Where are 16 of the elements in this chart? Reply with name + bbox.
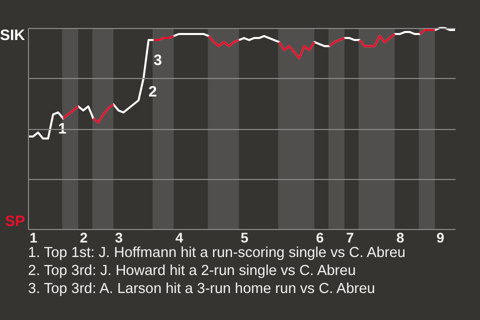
- x-tick-label: 9: [436, 230, 445, 246]
- text: 2. Top 3rd: J. Howard hit a 2-run single vs C. Abreu: [28, 262, 357, 280]
- x-tick-label: 7: [346, 230, 354, 246]
- x-tick-label: 6: [316, 230, 324, 246]
- text: SP: [4, 213, 25, 230]
- text: SIK: [0, 27, 26, 44]
- text: 1. Top 1st: J. Hoffmann hit a run-scoring single vs C. Abreu: [28, 244, 406, 262]
- x-tick-label: 8: [396, 230, 404, 246]
- text: 3. Top 3rd: A. Larson hit a 3-run home run vs C. Abreu: [28, 280, 376, 298]
- x-tick-label: 2: [80, 230, 88, 246]
- annotation: 3: [154, 52, 162, 70]
- annotation: 2: [148, 83, 157, 100]
- x-tick-label: 3: [115, 230, 124, 246]
- x-tick-label: 4: [175, 230, 184, 246]
- x-tick-label: 1: [30, 230, 38, 246]
- x-tick-label: 5: [240, 230, 249, 246]
